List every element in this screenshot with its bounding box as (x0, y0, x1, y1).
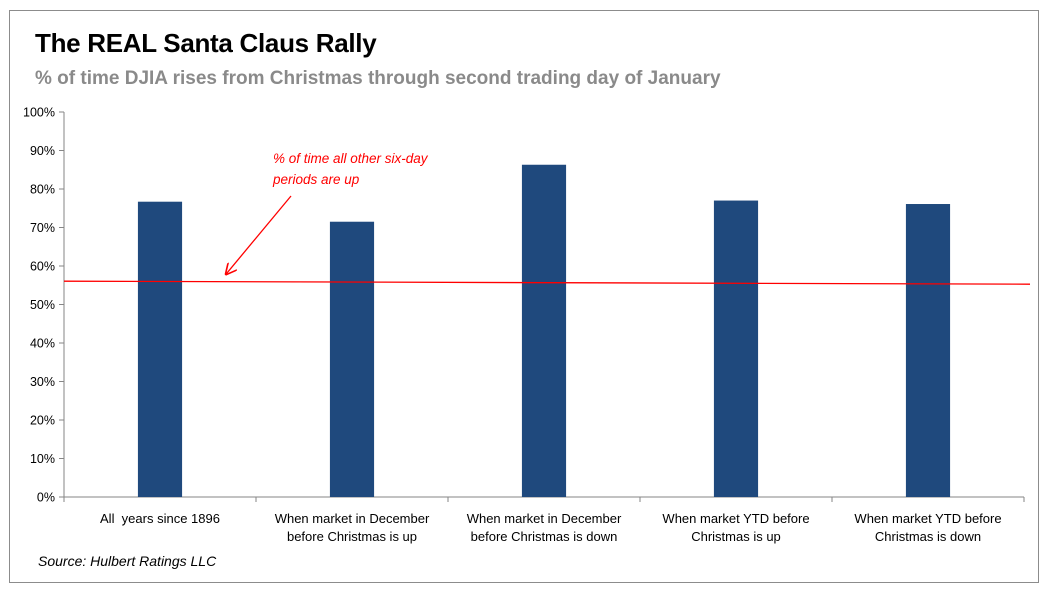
x-category-label: When market in December before Christmas … (275, 511, 430, 544)
x-category-label: All years since 1896 (100, 511, 220, 526)
x-axis: All years since 1896 When market in Decem… (63, 496, 1025, 544)
y-tick-label: 100% (23, 106, 55, 120)
bar (521, 164, 567, 497)
chart-title: The REAL Santa Claus Rally (35, 28, 377, 58)
chart-subtitle: % of time DJIA rises from Christmas thro… (35, 68, 721, 89)
reference-line-annotation: % of time all other six-day periods are u… (272, 151, 429, 187)
y-tick-label: 10% (30, 452, 55, 466)
x-category-label: When market YTD before Christmas is down (854, 511, 1001, 544)
y-tick-label: 80% (30, 183, 55, 197)
bar (713, 200, 759, 498)
source-note: Source: Hulbert Ratings LLC (38, 553, 217, 569)
x-category-label: When market in December before Christmas … (467, 511, 622, 544)
y-tick-label: 0% (37, 491, 55, 505)
y-tick-label: 30% (30, 375, 55, 389)
annotation-arrow (226, 195, 292, 274)
reference-line (63, 280, 1031, 285)
bars (137, 164, 951, 498)
bar (905, 204, 951, 497)
bar (137, 201, 183, 497)
y-tick-label: 90% (30, 144, 55, 158)
x-category-label: When market YTD before Christmas is up (662, 511, 809, 544)
y-tick-label: 20% (30, 414, 55, 428)
y-axis: 0% 10% 20% 30% 40% 50% 60% 70% 80% 90% 100% (23, 106, 65, 505)
bar (329, 221, 375, 497)
y-tick-label: 70% (30, 221, 55, 235)
y-tick-label: 40% (30, 337, 55, 351)
y-tick-label: 50% (30, 298, 55, 312)
reference-line-group: % of time all other six-day periods are u… (63, 151, 1031, 285)
y-tick-label: 60% (30, 260, 55, 274)
